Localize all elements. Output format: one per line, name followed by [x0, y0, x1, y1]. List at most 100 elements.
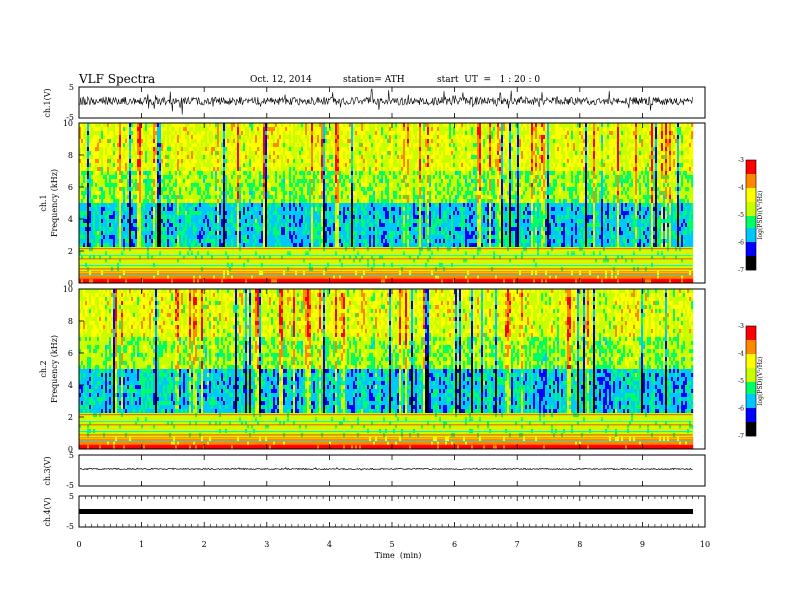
spectrogram-cell [177, 179, 179, 183]
spectrogram-cell [113, 123, 115, 127]
spectrogram-cell [581, 163, 583, 167]
spectrogram-cell [673, 151, 675, 155]
spectrogram-cell [481, 155, 483, 159]
spectrogram-cell [403, 139, 405, 143]
spectrogram-cell [577, 155, 579, 159]
spectrogram-cell [309, 143, 311, 147]
spectrogram-cell [463, 167, 465, 171]
spectrogram-cell [129, 143, 131, 147]
spectrogram-cell [643, 151, 645, 155]
spectrogram-cell [593, 183, 595, 187]
spectrogram-cell [337, 175, 339, 179]
spectrogram-cell [663, 159, 665, 163]
spectrogram-cell [101, 123, 103, 127]
spectrogram-cell [605, 155, 607, 159]
spectrogram-cell [285, 163, 287, 167]
spectrogram-cell [145, 175, 147, 179]
spectrogram-cell [219, 175, 221, 179]
spectrogram-cell [687, 123, 689, 127]
spectrogram-cell [411, 175, 413, 179]
spectrogram-cell [323, 127, 325, 131]
spectrogram-cell [599, 147, 601, 151]
spectrogram-cell [205, 159, 207, 163]
spectrogram-cell [321, 163, 323, 167]
spectrogram-cell [127, 123, 129, 127]
spectrogram-cell [317, 127, 319, 131]
spectrogram-cell [603, 135, 605, 139]
spectrogram-cell [99, 171, 101, 175]
spectrogram-cell [125, 131, 127, 135]
spectrogram-cell [491, 163, 493, 167]
spectrogram-cell [87, 135, 89, 139]
spectrogram-cell [283, 147, 285, 151]
spectrogram-cell [387, 143, 389, 147]
spectrogram-cell [605, 143, 607, 147]
spectrogram-cell [287, 159, 289, 163]
spectrogram-cell [153, 147, 155, 151]
spectrogram-cell [237, 167, 239, 171]
spectrogram-cell [491, 127, 493, 131]
spectrogram-cell [583, 139, 585, 143]
spectrogram-cell [229, 163, 231, 167]
spectrogram-cell [685, 147, 687, 151]
spectrogram-cell [187, 167, 189, 171]
spectrogram-cell [199, 187, 201, 191]
spectrogram-cell [171, 167, 173, 171]
spectrogram-cell [327, 147, 329, 151]
spectrogram-cell [379, 175, 381, 179]
spectrogram-cell [519, 143, 521, 147]
spectrogram-cell [615, 143, 617, 147]
spectrogram-cell [105, 159, 107, 163]
spectrogram-cell [171, 139, 173, 143]
spectrogram-cell [631, 163, 633, 167]
spectrogram-cell [491, 135, 493, 139]
spectrogram-cell [155, 143, 157, 147]
spectrogram-cell [355, 143, 357, 147]
spectrogram-cell [673, 143, 675, 147]
spectrogram-cell [293, 123, 295, 127]
spectrogram-cell [347, 167, 349, 171]
spectrogram-cell [167, 179, 169, 183]
spectrogram-cell [557, 155, 559, 159]
spectrogram-cell [133, 163, 135, 167]
spectrogram-cell [643, 127, 645, 131]
spectrogram-cell [301, 127, 303, 131]
spectrogram-cell [87, 183, 89, 187]
spectrogram-cell [525, 179, 527, 183]
spectrogram-cell [467, 151, 469, 155]
spectrogram-cell [139, 179, 141, 183]
spectrogram-cell [277, 163, 279, 167]
spectrogram-cell [689, 147, 691, 151]
spectrogram-cell [571, 155, 573, 159]
spectrogram-cell [549, 159, 551, 163]
spectrogram-cell [427, 131, 429, 135]
spectrogram-cell [123, 183, 125, 187]
spectrogram-cell [347, 175, 349, 179]
spectrogram-cell [537, 151, 539, 155]
spectrogram-cell [589, 131, 591, 135]
spectrogram-cell [443, 135, 445, 139]
spectrogram-cell [383, 131, 385, 135]
spectrogram-cell [403, 143, 405, 147]
spectrogram-cell [159, 183, 161, 187]
spectrogram-cell [263, 139, 265, 143]
spectrogram-cell [647, 155, 649, 159]
spectrogram-cell [259, 171, 261, 175]
spectrogram-cell [289, 139, 291, 143]
spectrogram-cell [103, 175, 105, 179]
spectrogram-cell [601, 131, 603, 135]
spectrogram-cell [307, 127, 309, 131]
spectrogram-cell [591, 143, 593, 147]
spectrogram-cell [411, 143, 413, 147]
spectrogram-cell [657, 127, 659, 131]
spectrogram-cell [327, 135, 329, 139]
spectrogram-cell [219, 151, 221, 155]
spectrogram-cell [663, 143, 665, 147]
spectrogram-cell [563, 139, 565, 143]
spectrogram-cell [213, 187, 215, 191]
spectrogram-cell [175, 179, 177, 183]
spectrogram-cell [583, 175, 585, 179]
spectrogram-cell [673, 135, 675, 139]
spectrogram-cell [475, 123, 477, 127]
spectrogram-cell [349, 171, 351, 175]
